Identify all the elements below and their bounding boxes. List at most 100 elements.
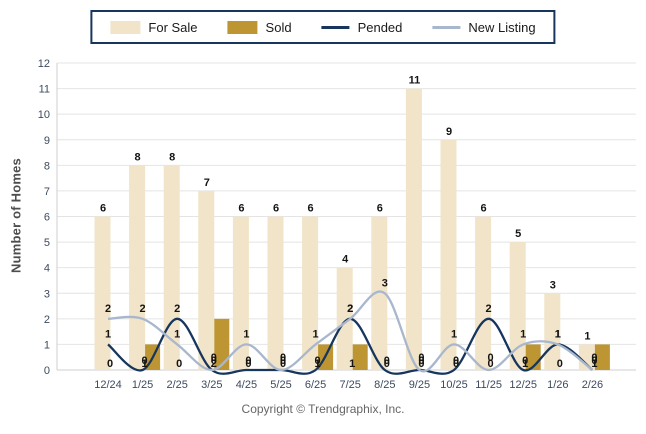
value-label-sold: 1 [315,358,321,370]
legend-item-sold: Sold [227,19,292,35]
value-label-for-sale: 5 [515,228,521,240]
value-label-pended: 2 [174,303,180,315]
value-label-sold: 0 [107,358,113,370]
value-label-new-listing: 2 [105,303,111,315]
value-label-pended: 0 [211,355,217,367]
x-tick-label: 10/25 [440,379,468,391]
bar-sold [214,318,230,370]
value-label-new-listing: 1 [555,328,561,340]
for-sale-swatch-icon [110,20,141,34]
value-label-pended: 0 [384,355,390,367]
legend-label: Sold [265,19,292,35]
value-label-sold: 0 [280,358,286,370]
bar-for-sale [440,139,457,370]
legend-item-for-sale: For Sale [110,20,198,35]
bar-sold [352,344,368,370]
x-tick-label: 9/25 [409,379,430,391]
value-label-new-listing: 2 [140,303,146,315]
y-tick-label: 3 [44,288,50,300]
value-label-sold: 0 [245,358,251,370]
value-label-for-sale: 11 [409,75,421,87]
value-labels: 6012810280217200600160006101412260031100… [100,75,598,370]
value-label-pended: 0 [280,355,286,367]
new-listing-line-swatch-icon [432,25,461,29]
value-label-pended: 1 [105,328,111,340]
value-label-sold: 2 [211,358,217,370]
value-label-for-sale: 6 [100,203,106,215]
x-tick-label: 1/26 [547,379,568,391]
value-label-new-listing: 1 [243,328,249,340]
x-tick-label: 11/25 [475,379,502,391]
y-tick-label: 5 [44,237,50,249]
bar-for-sale [405,88,422,370]
bar-for-sale [509,242,526,370]
value-label-sold: 0 [176,358,182,370]
value-label-for-sale: 1 [584,330,590,342]
x-tick-label: 7/25 [339,379,360,391]
y-tick-label: 7 [44,186,50,198]
bar-for-sale [198,190,215,370]
legend-label: Pended [357,19,403,35]
x-tick-label: 1/25 [132,379,153,391]
legend-item-new-listing: New Listing [432,19,536,35]
bar-for-sale [371,216,388,370]
value-label-for-sale: 3 [550,279,556,291]
x-tick-label: 5/25 [270,379,291,391]
x-tick-label: 8/25 [374,379,395,391]
value-label-new-listing: 0 [591,352,597,364]
legend-label: New Listing [468,19,536,35]
value-label-sold: 0 [557,358,563,370]
value-label-pended: 0 [591,355,597,367]
bars-for-sale [94,88,595,370]
value-label-pended: 0 [142,355,148,367]
y-tick-label: 8 [44,160,50,172]
bar-for-sale [578,344,595,370]
value-label-new-listing: 1 [174,328,180,340]
bars-sold [145,318,610,370]
x-tick-label: 2/26 [582,379,603,391]
bar-for-sale [302,216,319,370]
x-tick-label: 4/25 [236,379,257,391]
y-tick-label: 10 [38,109,50,121]
bar-for-sale [94,216,111,370]
value-label-pended: 0 [245,355,251,367]
bar-sold [594,344,610,370]
x-tick-label: 2/25 [166,379,187,391]
y-tick-label: 6 [44,212,50,224]
x-tick-label: 12/24 [94,379,122,391]
value-label-for-sale: 9 [446,126,452,138]
x-tick-label: 3/25 [201,379,222,391]
bar-for-sale [475,216,492,370]
value-label-pended: 0 [315,355,321,367]
copyright-text: Copyright © Trendgraphix, Inc. [241,402,405,416]
y-tick-label: 4 [44,263,50,275]
y-tick-label: 9 [44,135,50,147]
chart-legend: For Sale Sold Pended New Listing [90,10,556,44]
y-tick-label: 1 [44,339,50,351]
value-label-sold: 1 [522,358,528,370]
value-label-sold: 0 [418,358,424,370]
x-axis-tick-labels: 12/24 1/25 2/25 3/25 4/25 5/25 6/25 7/25 8/25 9/2… [94,379,603,391]
bar-for-sale [232,216,249,370]
y-tick-label: 11 [39,84,50,96]
value-label-for-sale: 6 [481,203,487,215]
value-label-for-sale: 8 [169,151,175,163]
value-label-new-listing: 0 [418,352,424,364]
value-label-for-sale: 6 [273,203,279,215]
x-tick-label: 12/25 [509,379,537,391]
value-label-sold: 0 [453,358,459,370]
value-label-new-listing: 2 [347,303,353,315]
value-label-pended: 0 [418,355,424,367]
y-tick-label: 2 [44,314,50,326]
value-label-new-listing: 1 [520,328,526,340]
value-label-for-sale: 6 [238,203,244,215]
value-label-sold: 0 [488,358,494,370]
value-label-new-listing: 0 [280,352,286,364]
value-label-pended: 1 [555,328,561,340]
line-new-listing [107,290,594,373]
bar-for-sale [267,216,284,370]
sold-swatch-icon [227,20,258,34]
